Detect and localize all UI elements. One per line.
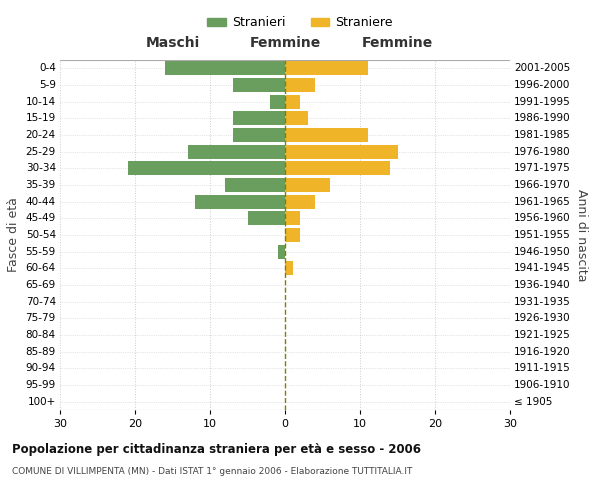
Y-axis label: Fasce di età: Fasce di età [7, 198, 20, 272]
Bar [285, 178, 330, 192]
Bar [285, 261, 293, 276]
Bar [285, 78, 315, 92]
Bar [248, 211, 285, 226]
Text: Femmine: Femmine [250, 36, 320, 50]
Bar [277, 244, 285, 259]
Bar [187, 144, 285, 159]
Bar [225, 178, 285, 192]
Text: Popolazione per cittadinanza straniera per età e sesso - 2006: Popolazione per cittadinanza straniera p… [12, 442, 421, 456]
Bar [285, 62, 367, 76]
Text: Maschi: Maschi [145, 36, 200, 50]
Y-axis label: Anni di nascita: Anni di nascita [575, 188, 587, 281]
Bar [165, 62, 285, 76]
Bar [285, 228, 300, 242]
Bar [285, 162, 390, 175]
Bar [270, 94, 285, 109]
Bar [285, 128, 367, 142]
Bar [285, 94, 300, 109]
Bar [195, 194, 285, 209]
Text: COMUNE DI VILLIMPENTA (MN) - Dati ISTAT 1° gennaio 2006 - Elaborazione TUTTITALI: COMUNE DI VILLIMPENTA (MN) - Dati ISTAT … [12, 468, 412, 476]
Bar [233, 78, 285, 92]
Text: Femmine: Femmine [362, 36, 433, 50]
Bar [285, 112, 308, 126]
Bar [285, 194, 315, 209]
Bar [233, 112, 285, 126]
Bar [285, 211, 300, 226]
Legend: Stranieri, Straniere: Stranieri, Straniere [202, 11, 398, 34]
Bar [285, 144, 398, 159]
Bar [128, 162, 285, 175]
Bar [233, 128, 285, 142]
